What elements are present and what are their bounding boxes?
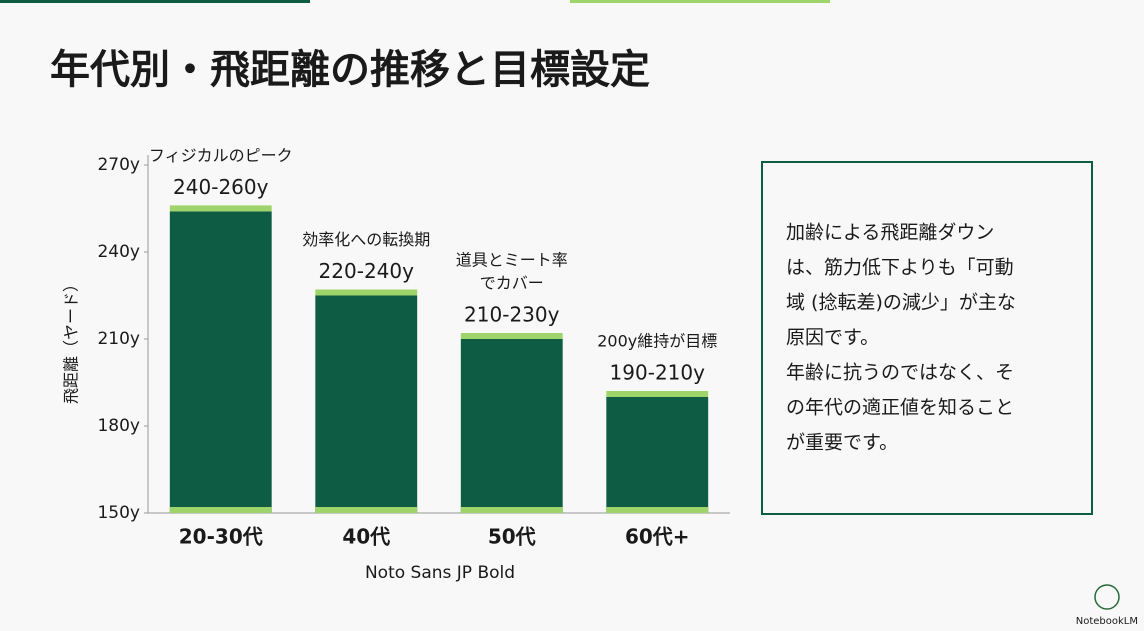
bar-note: フィジカルのピーク bbox=[149, 146, 293, 165]
bar-base bbox=[606, 507, 709, 513]
x-tick-label: 60代+ bbox=[625, 525, 690, 549]
info-line: は、筋力低下よりも「可動 bbox=[786, 257, 1014, 279]
range-label: 220-240y bbox=[319, 259, 415, 283]
logo-ball bbox=[1094, 584, 1120, 610]
x-tick-label: 20-30代 bbox=[179, 525, 263, 549]
top-accent bbox=[0, 0, 310, 3]
y-tick-label: 240y bbox=[97, 242, 140, 262]
y-tick-label: 150y bbox=[97, 503, 140, 523]
info-line: 域 (捻転差)の減少」が主な bbox=[786, 292, 1016, 314]
bar-note: でカバー bbox=[480, 274, 544, 293]
info-line: が重要です。 bbox=[786, 432, 898, 454]
info-line: 年齢に抗うのではなく、そ bbox=[786, 362, 1014, 384]
info-line: の年代の適正値を知ること bbox=[786, 397, 1014, 419]
bar-note: 200y維持が目標 bbox=[597, 332, 717, 351]
bar-base bbox=[169, 507, 272, 513]
bar bbox=[315, 295, 418, 513]
y-tick-label: 180y bbox=[97, 416, 140, 436]
bar bbox=[169, 211, 272, 513]
slide-title: 年代別・飛距離の推移と目標設定 bbox=[50, 47, 650, 93]
bar-cap bbox=[606, 391, 709, 397]
y-axis-label: 飛距離（ヤード） bbox=[62, 276, 81, 404]
bar-note: 効率化への転換期 bbox=[302, 230, 430, 249]
top-accent bbox=[570, 0, 830, 3]
bar-note: 道具とミート率 bbox=[456, 251, 568, 270]
range-label: 240-260y bbox=[173, 175, 269, 199]
footer-brand: NotebookLM bbox=[1076, 616, 1138, 627]
bar bbox=[460, 339, 563, 513]
bar-base bbox=[460, 507, 563, 513]
info-box bbox=[761, 161, 1093, 515]
x-tick-label: 40代 bbox=[342, 525, 390, 549]
bar-cap bbox=[315, 289, 418, 296]
bar-cap bbox=[460, 333, 563, 339]
x-tick-label: 50代 bbox=[488, 525, 536, 549]
bar bbox=[606, 397, 709, 513]
info-line: 原因です。 bbox=[786, 327, 879, 349]
range-label: 190-210y bbox=[610, 361, 706, 385]
x-axis-label: Noto Sans JP Bold bbox=[365, 563, 515, 583]
info-line: 加齢による飛距離ダウン bbox=[786, 222, 994, 244]
bar-base bbox=[315, 507, 418, 513]
y-tick-label: 210y bbox=[97, 329, 140, 349]
range-label: 210-230y bbox=[464, 303, 560, 327]
y-tick-label: 270y bbox=[97, 155, 140, 175]
bar-cap bbox=[169, 205, 272, 212]
